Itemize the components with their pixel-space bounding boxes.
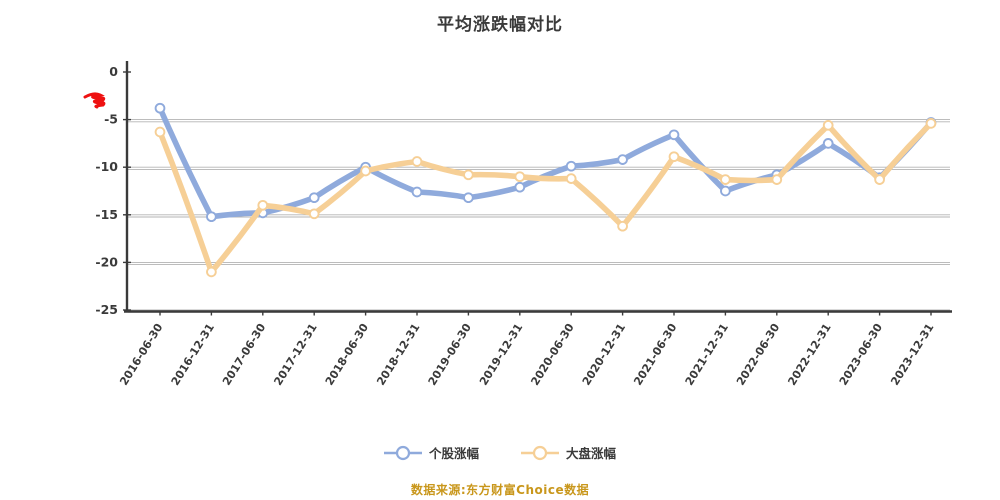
x-tick-label: 2020-12-31 (580, 321, 628, 388)
y-tick-label: 0 (109, 64, 118, 79)
data-point-marker (154, 102, 166, 114)
data-point-marker (514, 171, 526, 183)
axis-lines (124, 61, 952, 313)
data-point-marker (720, 185, 731, 197)
data-point-marker (154, 126, 166, 138)
legend-marker-orange-icon (521, 445, 559, 460)
data-point-marker (822, 119, 834, 131)
data-point-marker (617, 220, 628, 232)
chart-legend: 个股涨幅 大盘涨幅 (0, 443, 1000, 462)
data-point-marker (771, 174, 783, 185)
data-point-marker (565, 160, 577, 172)
data-point-marker (925, 118, 937, 129)
x-tick-label: 2017-06-30 (220, 321, 268, 388)
data-point-marker (565, 173, 577, 184)
data-point-marker (360, 165, 371, 177)
data-point-marker (668, 151, 680, 163)
x-tick-label: 2023-06-30 (837, 321, 885, 388)
series-line-blue (157, 105, 934, 220)
y-tick-label: -25 (95, 302, 118, 317)
x-tick-label: 2023-12-31 (888, 321, 936, 388)
data-point-marker (411, 186, 423, 198)
x-tick-label: 2020-06-30 (528, 321, 576, 388)
x-tick-label: 2019-12-31 (477, 321, 525, 388)
data-point-marker (206, 211, 217, 223)
x-tick-label: 2022-06-30 (734, 321, 782, 388)
data-point-marker (308, 208, 320, 220)
x-tick-label: 2021-12-31 (683, 321, 731, 388)
red-annotation-mark (83, 92, 106, 109)
data-point-marker (668, 129, 680, 141)
data-point-marker (308, 192, 320, 204)
series-line-orange (157, 120, 934, 275)
legend-label-blue: 个股涨幅 (428, 446, 479, 461)
x-tick-label: 2022-12-31 (785, 321, 833, 388)
y-tick-label: -20 (95, 254, 118, 269)
data-source-note: 数据来源:东方财富Choice数据 (410, 483, 590, 497)
data-point-marker (822, 138, 834, 149)
y-tick-label: -5 (104, 112, 118, 127)
y-tick-label: -15 (95, 207, 118, 222)
data-point-marker (257, 199, 269, 211)
x-tick-label: 2017-12-31 (271, 321, 319, 388)
x-tick-label: 2018-06-30 (323, 321, 371, 388)
data-point-marker (463, 169, 474, 181)
x-tick-label: 2018-12-31 (374, 321, 422, 388)
data-point-marker (411, 156, 423, 167)
legend-item-series-blue: 个股涨幅 (383, 443, 479, 462)
x-tick-label: 2016-12-31 (169, 321, 217, 388)
x-tick-label: 2016-06-30 (117, 321, 165, 388)
data-point-marker (874, 174, 885, 185)
x-tick-label: 2019-06-30 (426, 321, 474, 388)
data-point-marker (514, 181, 526, 193)
legend-label-orange: 大盘涨幅 (566, 446, 617, 461)
data-point-marker (617, 154, 628, 165)
x-tick-label: 2021-06-30 (631, 321, 679, 388)
legend-marker-blue-icon (383, 445, 422, 460)
data-point-marker (206, 266, 217, 278)
chart-title: 平均涨跌幅对比 (437, 15, 563, 35)
y-tick-label: -10 (95, 159, 118, 174)
data-point-marker (463, 192, 474, 204)
data-point-marker (720, 174, 731, 185)
legend-item-series-orange: 大盘涨幅 (521, 443, 616, 462)
